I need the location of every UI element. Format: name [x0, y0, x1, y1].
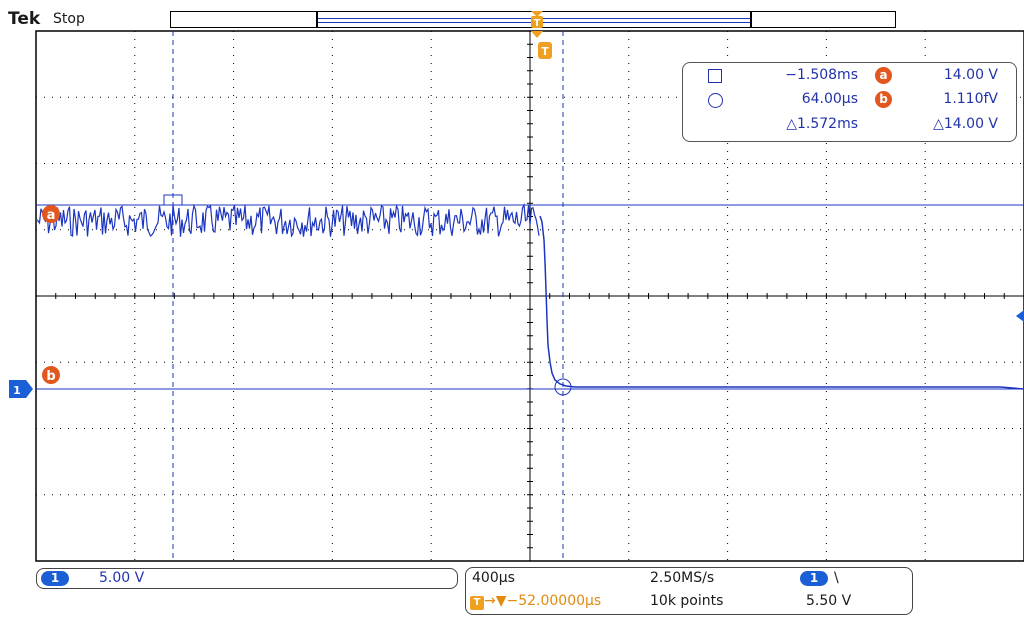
trigger-source-pill: 1	[800, 571, 828, 586]
cursor-delta-time: △1.572ms	[786, 116, 858, 132]
channel-marker-label: 1	[13, 384, 21, 397]
cursor-a-badge[interactable]: a	[42, 205, 60, 223]
record-length-value: 10k points	[650, 593, 724, 609]
cursor-a-time: −1.508ms	[785, 67, 858, 83]
cursor-b-badge-label: b	[46, 369, 55, 384]
trigger-badge-top: T	[534, 18, 541, 29]
horizontal-trigger-readout[interactable]: 400µs T →▼−52.00000µs 2.50MS/s 10k points…	[465, 567, 913, 615]
cursor-b-time: 64.00µs	[801, 91, 858, 107]
sample-rate-value: 2.50MS/s	[650, 570, 715, 586]
trigger-level-arrow-icon[interactable]	[1016, 310, 1024, 322]
circle-cursor-icon[interactable]	[554, 378, 572, 396]
circle-cursor-readout-icon	[708, 93, 723, 108]
record-view-window[interactable]	[316, 11, 752, 28]
cursor-a-badge-label: a	[47, 208, 56, 223]
square-cursor-icon[interactable]	[163, 194, 183, 206]
acquisition-status: Stop	[53, 11, 85, 27]
trigger-badge-graticule: T	[541, 45, 549, 58]
channel-ground-marker-icon[interactable]: 1	[9, 380, 33, 398]
channel-1-pill: 1	[41, 571, 69, 586]
trigger-position-badge: T	[470, 596, 484, 610]
cursor-lines[interactable]	[36, 31, 1024, 561]
waveform-trace	[37, 202, 540, 238]
cursor-readout-panel: −1.508ms 64.00µs △1.572ms a b 14.00 V 1.…	[682, 62, 1017, 142]
cursor-b-badge[interactable]: b	[42, 366, 60, 384]
cursor-b-readout-badge: b	[875, 91, 892, 108]
cursor-b-voltage: 1.110fV	[943, 91, 998, 107]
cursor-a-readout-badge: a	[875, 67, 892, 84]
channel-1-scale: 5.00 V	[99, 570, 145, 586]
waveform-falling-edge	[539, 215, 1024, 390]
trigger-level-value: 5.50 V	[806, 593, 852, 609]
trigger-position-value: →▼−52.00000µs	[484, 593, 602, 609]
slope-falling-icon: \	[834, 570, 839, 586]
trigger-marker-icon[interactable]: T T	[531, 11, 552, 59]
cursor-a-voltage: 14.00 V	[943, 67, 998, 83]
brand-logo: Tek	[8, 9, 41, 29]
channel-1-readout[interactable]: 1 5.00 V	[36, 568, 458, 589]
timebase-value: 400µs	[472, 570, 515, 586]
cursor-delta-voltage: △14.00 V	[933, 116, 998, 132]
square-cursor-readout-icon	[708, 69, 722, 83]
